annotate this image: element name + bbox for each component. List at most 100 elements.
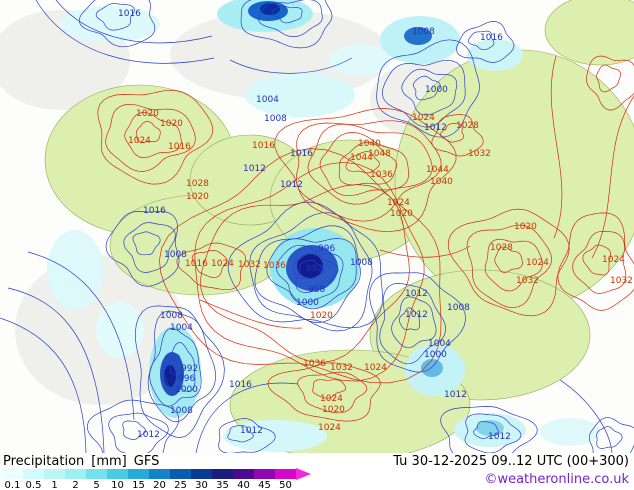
contour-line xyxy=(591,95,634,259)
pressure-label: 1024 xyxy=(318,423,341,433)
pressure-label: 1032 xyxy=(610,276,633,286)
scale-tick: 30 xyxy=(195,480,208,490)
pressure-label: 1024 xyxy=(602,255,625,265)
pressure-label: 1008 xyxy=(412,27,435,37)
isobar-line xyxy=(596,426,623,449)
contour-line xyxy=(7,287,105,453)
pressure-label: 1036 xyxy=(303,359,326,369)
pressure-label: 992 xyxy=(306,264,323,274)
pressure-label: 1012 xyxy=(424,123,447,133)
isobar-line xyxy=(376,39,480,138)
pressure-label: 1008 xyxy=(160,311,183,321)
scale-tick: 0.5 xyxy=(25,480,42,490)
pressure-labels: 1016100810161000100410081012101610121012… xyxy=(118,9,633,442)
pressure-label: 1016 xyxy=(480,33,503,43)
isobar-line xyxy=(447,208,570,317)
scale-tick: 0.1 xyxy=(4,480,21,490)
forecast-datetime: Tu 30-12-2025 09..12 UTC (00+300) xyxy=(393,454,629,469)
scale-tick: 1 xyxy=(51,480,58,490)
isobar-line xyxy=(147,310,216,423)
scale-tick: 35 xyxy=(216,480,229,490)
pressure-label: 1024 xyxy=(387,198,410,208)
scale-tick: 25 xyxy=(174,480,187,490)
pressure-label: 1036 xyxy=(370,170,393,180)
scale-tick: 15 xyxy=(132,480,145,490)
scale-tick: 10 xyxy=(111,480,124,490)
isobar-line xyxy=(240,0,333,49)
pressure-label: 1020 xyxy=(310,311,333,321)
isobar-line xyxy=(440,406,538,453)
pressure-label: 1000 xyxy=(425,85,448,95)
pressure-label: 1012 xyxy=(405,310,428,320)
pressure-label: 1004 xyxy=(256,95,279,105)
pressure-label: 1008 xyxy=(164,250,187,260)
isobar-line xyxy=(162,342,196,392)
isobar-line xyxy=(123,222,176,273)
scale-segment xyxy=(44,469,65,479)
parameter-unit: [mm] xyxy=(91,454,127,469)
isobar-line xyxy=(431,114,484,157)
pressure-label: 1016 xyxy=(290,149,313,159)
pressure-label: 1008 xyxy=(170,406,193,416)
pressure-label: 1032 xyxy=(468,149,491,159)
pressure-label: 1020 xyxy=(160,119,183,129)
isobar-line xyxy=(494,246,523,273)
pressure-label: 1016 xyxy=(168,142,191,152)
isobar-line xyxy=(122,420,146,440)
isobar-line xyxy=(413,75,441,101)
isobar-line xyxy=(484,238,543,292)
pressure-label: 1028 xyxy=(456,121,479,131)
scale-segment xyxy=(86,469,107,479)
contour-line xyxy=(550,55,563,239)
scale-segment xyxy=(149,469,170,479)
isobar-line xyxy=(274,108,457,233)
pressure-label: 1024 xyxy=(320,394,343,404)
pressure-label: 1044 xyxy=(426,165,449,175)
scale-arrow xyxy=(296,468,311,480)
scale-segment xyxy=(170,469,191,479)
isobar-line xyxy=(466,224,552,309)
pressure-label: 1000 xyxy=(296,298,319,308)
scale-tick: 40 xyxy=(237,480,250,490)
isobar-line xyxy=(258,0,323,37)
scale-segment xyxy=(128,469,149,479)
isobar-line xyxy=(586,55,634,111)
pressure-label: 1012 xyxy=(243,164,266,174)
pressure-label: 1024 xyxy=(364,363,387,373)
isobar-line xyxy=(227,425,254,443)
contour-line xyxy=(559,379,613,453)
pressure-label: 1012 xyxy=(405,289,428,299)
pressure-label: 1016 xyxy=(185,259,208,269)
pressure-label: 1028 xyxy=(490,243,513,253)
pressure-label: 1040 xyxy=(430,177,453,187)
model-name: GFS xyxy=(133,454,160,469)
isobar-line xyxy=(312,379,347,399)
isobar-line xyxy=(79,0,156,48)
copyright-link[interactable]: ©weatheronline.co.uk xyxy=(484,472,629,487)
isobar-line xyxy=(276,244,344,304)
isobar-line xyxy=(369,272,466,373)
scale-tick-labels: 0.1 0.5 1 2 5 10 15 20 25 30 35 40 45 50 xyxy=(2,480,296,490)
isobar-line xyxy=(267,362,381,422)
contour-line xyxy=(0,317,87,453)
pressure-label: 1012 xyxy=(240,426,263,436)
isobar-line xyxy=(297,371,368,414)
pressure-label: 1028 xyxy=(186,179,209,189)
isobar-line xyxy=(468,30,495,51)
isobar-line xyxy=(293,252,339,293)
isobar-line xyxy=(298,259,325,280)
isobar-line xyxy=(105,211,180,287)
scale-tick: 50 xyxy=(279,480,292,490)
scale-segment xyxy=(275,469,296,479)
isobar-line xyxy=(191,249,228,278)
isobar-line xyxy=(200,184,410,363)
pressure-label: 1008 xyxy=(350,258,373,268)
isobar-line xyxy=(398,307,420,331)
isobar-line xyxy=(464,413,522,453)
precip-color-scale xyxy=(2,468,311,480)
isobar-line xyxy=(105,103,196,172)
contour-line xyxy=(27,251,135,421)
pressure-label: 1020 xyxy=(186,192,209,202)
scale-tick: 45 xyxy=(258,480,271,490)
